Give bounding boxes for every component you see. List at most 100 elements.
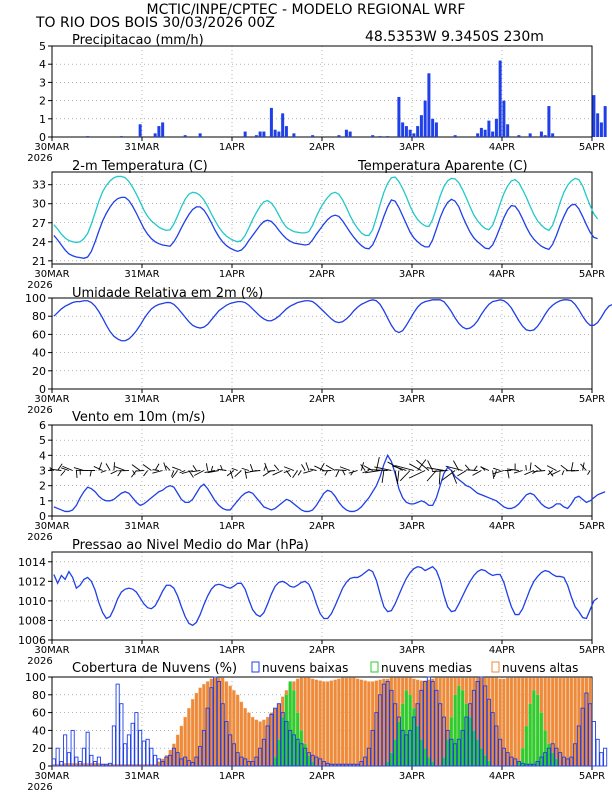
wind-vector (314, 465, 325, 471)
nuvens-medias-bar (284, 694, 289, 767)
nuvens-baixas-bar (528, 763, 533, 767)
temp-line-0 (53, 196, 598, 259)
nuvens-baixas-bar (363, 756, 368, 767)
nuvens-baixas-bar (179, 758, 184, 767)
precip-bar (487, 120, 491, 137)
precip-ytick-label: 4 (39, 58, 46, 71)
precip-bar (592, 95, 596, 137)
nuvens-baixas-bar (321, 761, 326, 767)
nuvens-baixas-bar (351, 763, 356, 767)
nuvens-baixas-bar (546, 747, 551, 767)
nuvens-baixas-bar (355, 763, 360, 767)
clouds-ytick-label: 60 (32, 707, 46, 720)
wind-vector (301, 464, 306, 471)
pres-xtick-label: 31MAR (124, 645, 159, 656)
legend-high-swatch (491, 661, 500, 673)
wind-vector (250, 470, 261, 472)
wind-vector (192, 465, 197, 471)
nuvens-altas-bar (325, 681, 330, 767)
clouds-ytick-label: 80 (32, 689, 46, 702)
clouds-ytick-label: 100 (25, 671, 46, 684)
clouds-xtick-label: 4APR (489, 771, 515, 782)
nuvens-baixas-bar (243, 758, 248, 767)
clouds-panel: 0 20 40 60 80 100 30MAR 31MAR 1APR 2APR 3APR 4APR 5A… (25, 671, 608, 792)
rh-line-0 (53, 299, 612, 342)
nuvens-baixas-bar (550, 743, 555, 767)
wind-xtick-label: 5APR (579, 521, 605, 532)
nuvens-baixas-bar (239, 756, 244, 767)
nuvens-medias-bar (547, 743, 551, 767)
wind-vector (132, 470, 136, 475)
nuvens-medias-bar (532, 690, 536, 767)
wind-vector (533, 470, 546, 473)
wind-vector (438, 470, 441, 485)
nuvens-medias-bar (427, 756, 431, 767)
nuvens-baixas-bar (141, 740, 146, 767)
nuvens-medias-bar (543, 730, 547, 767)
nuvens-medias-bar (460, 690, 465, 767)
wind-vector (360, 464, 366, 471)
clouds-xtick-label: 31MAR (124, 771, 159, 782)
nuvens-altas-bar (359, 679, 364, 767)
wind-vector (75, 470, 78, 478)
wind-vector (507, 468, 519, 471)
nuvens-altas-bar (265, 716, 270, 767)
nuvens-baixas-bar (408, 729, 413, 767)
wind-vector (381, 470, 385, 483)
wind-vector (324, 470, 329, 476)
nuvens-baixas-bar (434, 689, 439, 767)
nuvens-baixas-bar (490, 712, 495, 767)
nuvens-baixas-bar (81, 747, 86, 767)
temp-xtick-label: 5APR (579, 269, 605, 280)
rh-xtick-label: 3APR (399, 394, 425, 405)
nuvens-baixas-bar (246, 761, 251, 767)
nuvens-baixas-bar (580, 707, 585, 767)
precip-bar (404, 126, 408, 137)
precip-bar (506, 124, 510, 137)
temp-line-1 (53, 175, 599, 244)
nuvens-medias-bar (475, 739, 480, 767)
nuvens-altas-bar (337, 678, 341, 767)
nuvens-baixas-bar (66, 752, 71, 767)
precip-bar (397, 96, 401, 137)
nuvens-baixas-bar (333, 763, 338, 767)
nuvens-baixas-bar (303, 747, 308, 767)
nuvens-baixas-bar (63, 734, 68, 767)
nuvens-baixas-bar (520, 762, 525, 767)
wind-vector (110, 470, 118, 475)
wind-vector (335, 469, 347, 471)
nuvens-baixas-bar (318, 758, 323, 767)
temp-ytick-label: 24 (32, 236, 46, 249)
nuvens-baixas-bar (539, 756, 544, 767)
rh-panel: 0 20 40 60 80 100 30MAR 31MAR 1APR 2APR 3APR 4APR 5A… (25, 292, 612, 416)
nuvens-medias-bar (404, 690, 409, 767)
nuvens-altas-bar (224, 681, 229, 767)
nuvens-baixas-bar (156, 758, 161, 767)
wind-vector (408, 470, 426, 479)
nuvens-baixas-bar (513, 758, 518, 767)
wind-ytick-label: 4 (39, 449, 46, 462)
wind-vector (375, 456, 380, 471)
temp-ytick-label: 33 (32, 179, 46, 192)
nuvens-baixas-bar (149, 747, 154, 767)
nuvens-altas-bar (250, 716, 255, 767)
nuvens-altas-bar (374, 680, 379, 767)
nuvens-baixas-bar (479, 676, 484, 767)
clouds-xtick-label: 5APR (579, 771, 605, 782)
nuvens-baixas-bar (235, 752, 240, 767)
clouds-ytick-label: 20 (32, 742, 46, 755)
precip-bar (551, 133, 555, 137)
wind-ytick-label: 2 (39, 480, 46, 493)
nuvens-baixas-bar (115, 683, 120, 767)
wind-vector (113, 462, 116, 471)
precip-ytick-label: 0 (39, 131, 46, 144)
nuvens-altas-bar (160, 758, 165, 767)
wind-vector (546, 465, 557, 471)
precip-xtick-label: 30MAR (34, 142, 69, 153)
wind-vector (207, 470, 219, 474)
nuvens-altas-bar (333, 679, 337, 767)
nuvens-baixas-bar (265, 725, 270, 767)
precip-bar (243, 131, 247, 137)
temp-ytick-label: 27 (32, 217, 46, 230)
wind-vector (117, 470, 122, 477)
